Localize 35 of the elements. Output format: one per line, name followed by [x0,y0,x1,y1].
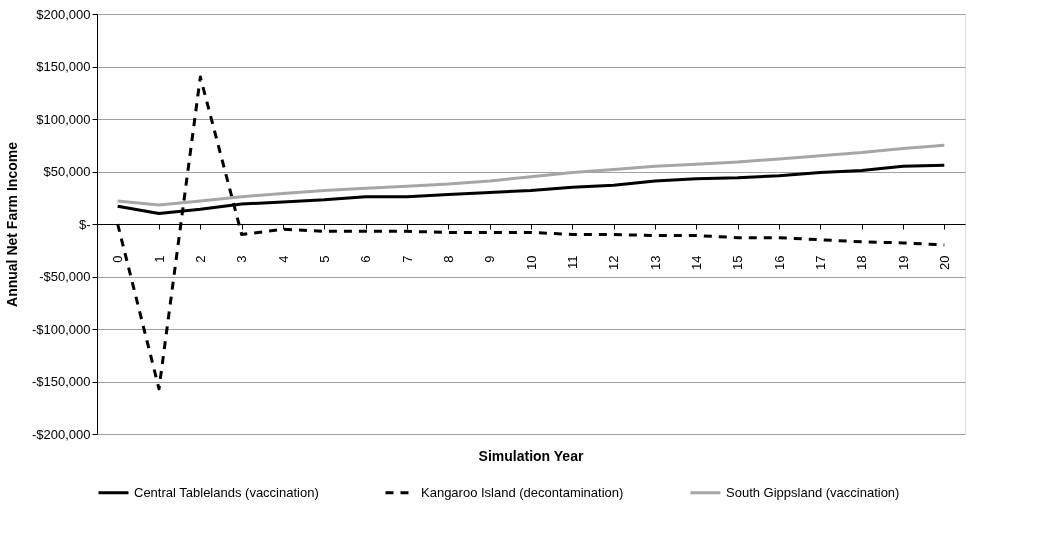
y-axis-title: Annual Net Farm Income [3,141,20,307]
x-tick-label: 4 [275,255,291,263]
x-tick-label: 15 [730,255,746,270]
y-tick-label: $50,000 [43,164,91,179]
x-tick-label: 18 [854,255,870,270]
x-tick-label: 19 [895,255,911,270]
legend-label: Kangaroo Island (decontamination) [421,484,624,500]
y-tick-label: $100,000 [36,111,91,127]
x-tick-label: 8 [440,255,456,263]
y-tick-label: $150,000 [36,59,91,74]
x-tick-label: 6 [358,255,374,263]
y-tick-label: -$100,000 [31,321,91,337]
x-tick-label: 5 [316,255,332,263]
x-tick-label: 0 [110,255,126,263]
x-tick-label: 16 [771,255,787,270]
x-tick-label: 7 [399,255,415,263]
x-tick-label: 1 [151,255,167,263]
x-tick-label: 13 [647,255,663,270]
x-tick-label: 2 [192,255,208,263]
y-tick-label: $200,000 [36,6,91,22]
legend-label: South Gippsland (vaccination) [726,484,900,500]
y-tick-label: -$150,000 [31,374,91,389]
x-axis-title: Simulation Year [478,448,584,464]
x-tick-label: 20 [936,255,952,270]
x-tick-label: 9 [482,255,498,263]
x-tick-label: 12 [606,255,622,270]
x-tick-label: 11 [564,255,580,269]
y-tick-label: -$50,000 [39,269,91,284]
y-tick-label: -$200,000 [31,426,91,442]
x-tick-label: 10 [523,255,539,270]
y-tick-label: $- [78,216,91,232]
x-tick-label: 17 [812,255,828,270]
x-tick-label: 3 [234,255,250,263]
x-tick-label: 14 [688,255,704,270]
legend-label: Central Tablelands (vaccination) [134,484,319,500]
